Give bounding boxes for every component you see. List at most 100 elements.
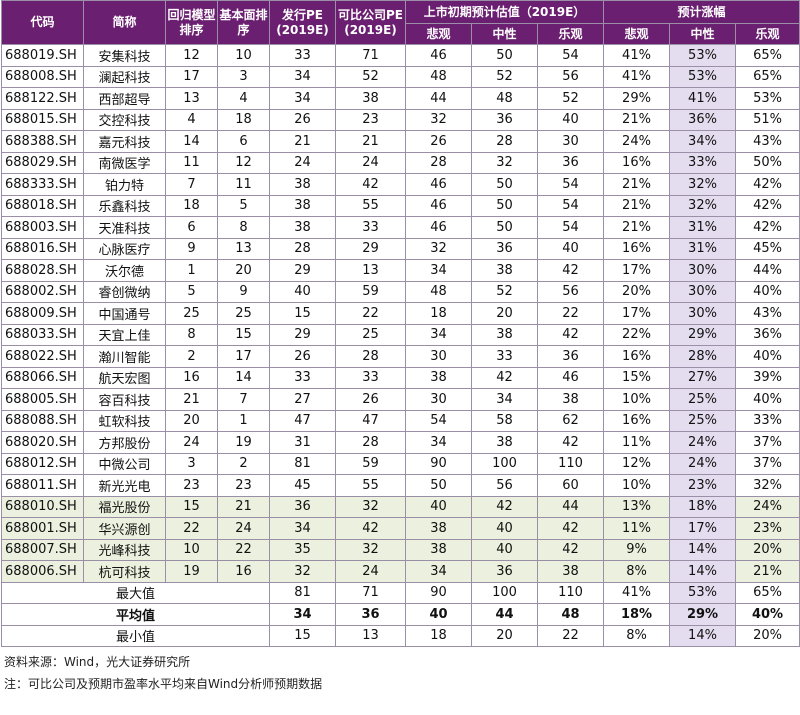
table-cell: 34: [405, 259, 472, 282]
table-cell: 40%: [734, 345, 800, 368]
table-cell: 16: [217, 560, 270, 583]
table-cell: 36: [471, 108, 538, 131]
table-cell: 乐鑫科技: [83, 194, 166, 217]
summary-row: 平均值 34 36 40 44 48 18% 29% 40%: [1, 603, 800, 626]
table-cell: 16%: [603, 151, 670, 174]
table-cell: 688122.SH: [1, 87, 84, 110]
summary-cell: 41%: [603, 581, 670, 604]
table-cell: 54: [537, 216, 604, 239]
table-cell: 18: [405, 302, 472, 325]
data-row: 688066.SH 航天宏图 16 14 33 33 38 42 46 15% 27% 39%: [1, 366, 800, 389]
table-cell: 嘉元科技: [83, 130, 166, 153]
table-cell: 20%: [734, 538, 800, 561]
table-cell: 56: [537, 280, 604, 303]
data-row: 688122.SH 西部超导 13 4 34 38 44 48 52 29% 41% 53%: [1, 87, 800, 110]
table-cell: 48: [471, 87, 538, 110]
table-cell: 5: [217, 194, 270, 217]
table-cell: 688333.SH: [1, 173, 84, 196]
table-cell: 交控科技: [83, 108, 166, 131]
data-row: 688022.SH 瀚川智能 2 17 26 28 30 33 36 16% 28% 40%: [1, 345, 800, 368]
table-cell: 34: [269, 517, 336, 540]
table-cell: 中微公司: [83, 452, 166, 475]
table-cell: 42: [335, 517, 406, 540]
column-header: 预计涨幅: [602, 0, 800, 24]
data-row: 688388.SH 嘉元科技 14 6 21 21 26 28 30 24% 34% 43%: [1, 130, 800, 153]
table-cell: 16: [165, 366, 218, 389]
table-cell: 11: [217, 173, 270, 196]
summary-cell: 81: [269, 581, 336, 604]
table-cell: 42: [537, 323, 604, 346]
table-cell: 90: [405, 452, 472, 475]
table-cell: 688001.SH: [1, 517, 84, 540]
table-cell: 8: [165, 323, 218, 346]
table-cell: 32%: [734, 474, 800, 497]
table-cell: 33: [269, 44, 336, 67]
table-cell: 42%: [734, 194, 800, 217]
table-cell: 23: [217, 474, 270, 497]
table-cell: 24%: [734, 495, 800, 518]
table-cell: 52: [537, 87, 604, 110]
table-cell: 52: [471, 65, 538, 88]
table-cell: 16%: [603, 409, 670, 432]
table-cell: 38: [269, 216, 336, 239]
table-cell: 福光股份: [83, 495, 166, 518]
table-cell: 33: [269, 366, 336, 389]
table-cell: 7: [165, 173, 218, 196]
table-cell: 15%: [603, 366, 670, 389]
table-cell: 28%: [669, 345, 736, 368]
table-cell: 688028.SH: [1, 259, 84, 282]
summary-cell: 36: [335, 603, 406, 626]
footnote: 注：可比公司及预期市盈率水平均来自Wind分析师预期数据: [4, 677, 323, 691]
summary-cell: 71: [335, 581, 406, 604]
table-cell: 688005.SH: [1, 388, 84, 411]
table-cell: 12%: [603, 452, 670, 475]
table-cell: 24%: [669, 431, 736, 454]
table-cell: 37%: [734, 431, 800, 454]
table-cell: 25%: [669, 409, 736, 432]
table-cell: 33: [335, 366, 406, 389]
table-cell: 12: [165, 44, 218, 67]
table-cell: 47: [335, 409, 406, 432]
table-cell: 26: [269, 345, 336, 368]
data-row: 688005.SH 容百科技 21 7 27 26 30 34 38 10% 25% 40%: [1, 388, 800, 411]
data-row: 688003.SH 天准科技 6 8 38 33 46 50 54 21% 31% 42%: [1, 216, 800, 239]
table-cell: 瀚川智能: [83, 345, 166, 368]
summary-cell: 110: [537, 581, 604, 604]
table-cell: 60: [537, 474, 604, 497]
table-cell: 26: [405, 130, 472, 153]
table-cell: 21%: [603, 108, 670, 131]
table-cell: 21%: [603, 216, 670, 239]
table-cell: 15: [217, 323, 270, 346]
summary-cell: 14%: [669, 624, 736, 647]
table-cell: 34: [405, 560, 472, 583]
table-cell: 21: [335, 130, 406, 153]
header-row: 代码 简称 回归模型排序 基本面排序 发行PE (2019E) 可比公司PE (2019E…: [1, 0, 800, 45]
data-row: 688008.SH 澜起科技 17 3 34 52 48 52 56 41% 53% 65%: [1, 65, 800, 88]
table-cell: 50: [471, 216, 538, 239]
table-cell: 52: [471, 280, 538, 303]
table-cell: 50: [471, 173, 538, 196]
table-cell: 17%: [603, 259, 670, 282]
table-cell: 33: [471, 345, 538, 368]
table-cell: 22%: [603, 323, 670, 346]
table-cell: 688022.SH: [1, 345, 84, 368]
table-cell: 27: [269, 388, 336, 411]
column-header: 简称: [83, 0, 166, 45]
column-header: 基本面排序: [217, 0, 270, 45]
data-row: 688020.SH 方邦股份 24 19 31 28 34 38 42 11% 24% 37%: [1, 431, 800, 454]
table-cell: 50: [471, 194, 538, 217]
column-subheader: 中性: [669, 23, 736, 45]
table-cell: 55: [335, 474, 406, 497]
table-cell: 45: [269, 474, 336, 497]
table-cell: 1: [165, 259, 218, 282]
summary-cell: 65%: [734, 581, 800, 604]
summary-cell: 90: [405, 581, 472, 604]
table-cell: 澜起科技: [83, 65, 166, 88]
table-cell: 56: [471, 474, 538, 497]
table-cell: 20: [165, 409, 218, 432]
table-cell: 59: [335, 452, 406, 475]
table-cell: 40: [537, 108, 604, 131]
table-cell: 24: [217, 517, 270, 540]
table-cell: 22: [217, 538, 270, 561]
data-row: 688010.SH 福光股份 15 21 36 32 40 42 44 13% 18% 24%: [1, 495, 800, 518]
